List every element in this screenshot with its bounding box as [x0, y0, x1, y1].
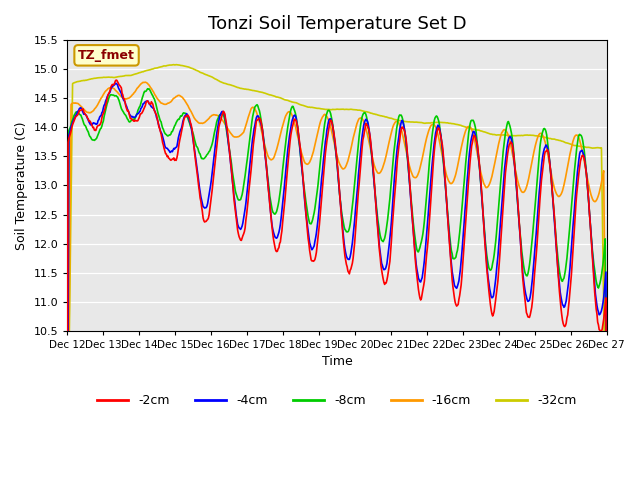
- Y-axis label: Soil Temperature (C): Soil Temperature (C): [15, 121, 28, 250]
- X-axis label: Time: Time: [322, 355, 353, 369]
- Title: Tonzi Soil Temperature Set D: Tonzi Soil Temperature Set D: [208, 15, 467, 33]
- Legend: -2cm, -4cm, -8cm, -16cm, -32cm: -2cm, -4cm, -8cm, -16cm, -32cm: [92, 389, 582, 412]
- Text: TZ_fmet: TZ_fmet: [78, 49, 135, 62]
